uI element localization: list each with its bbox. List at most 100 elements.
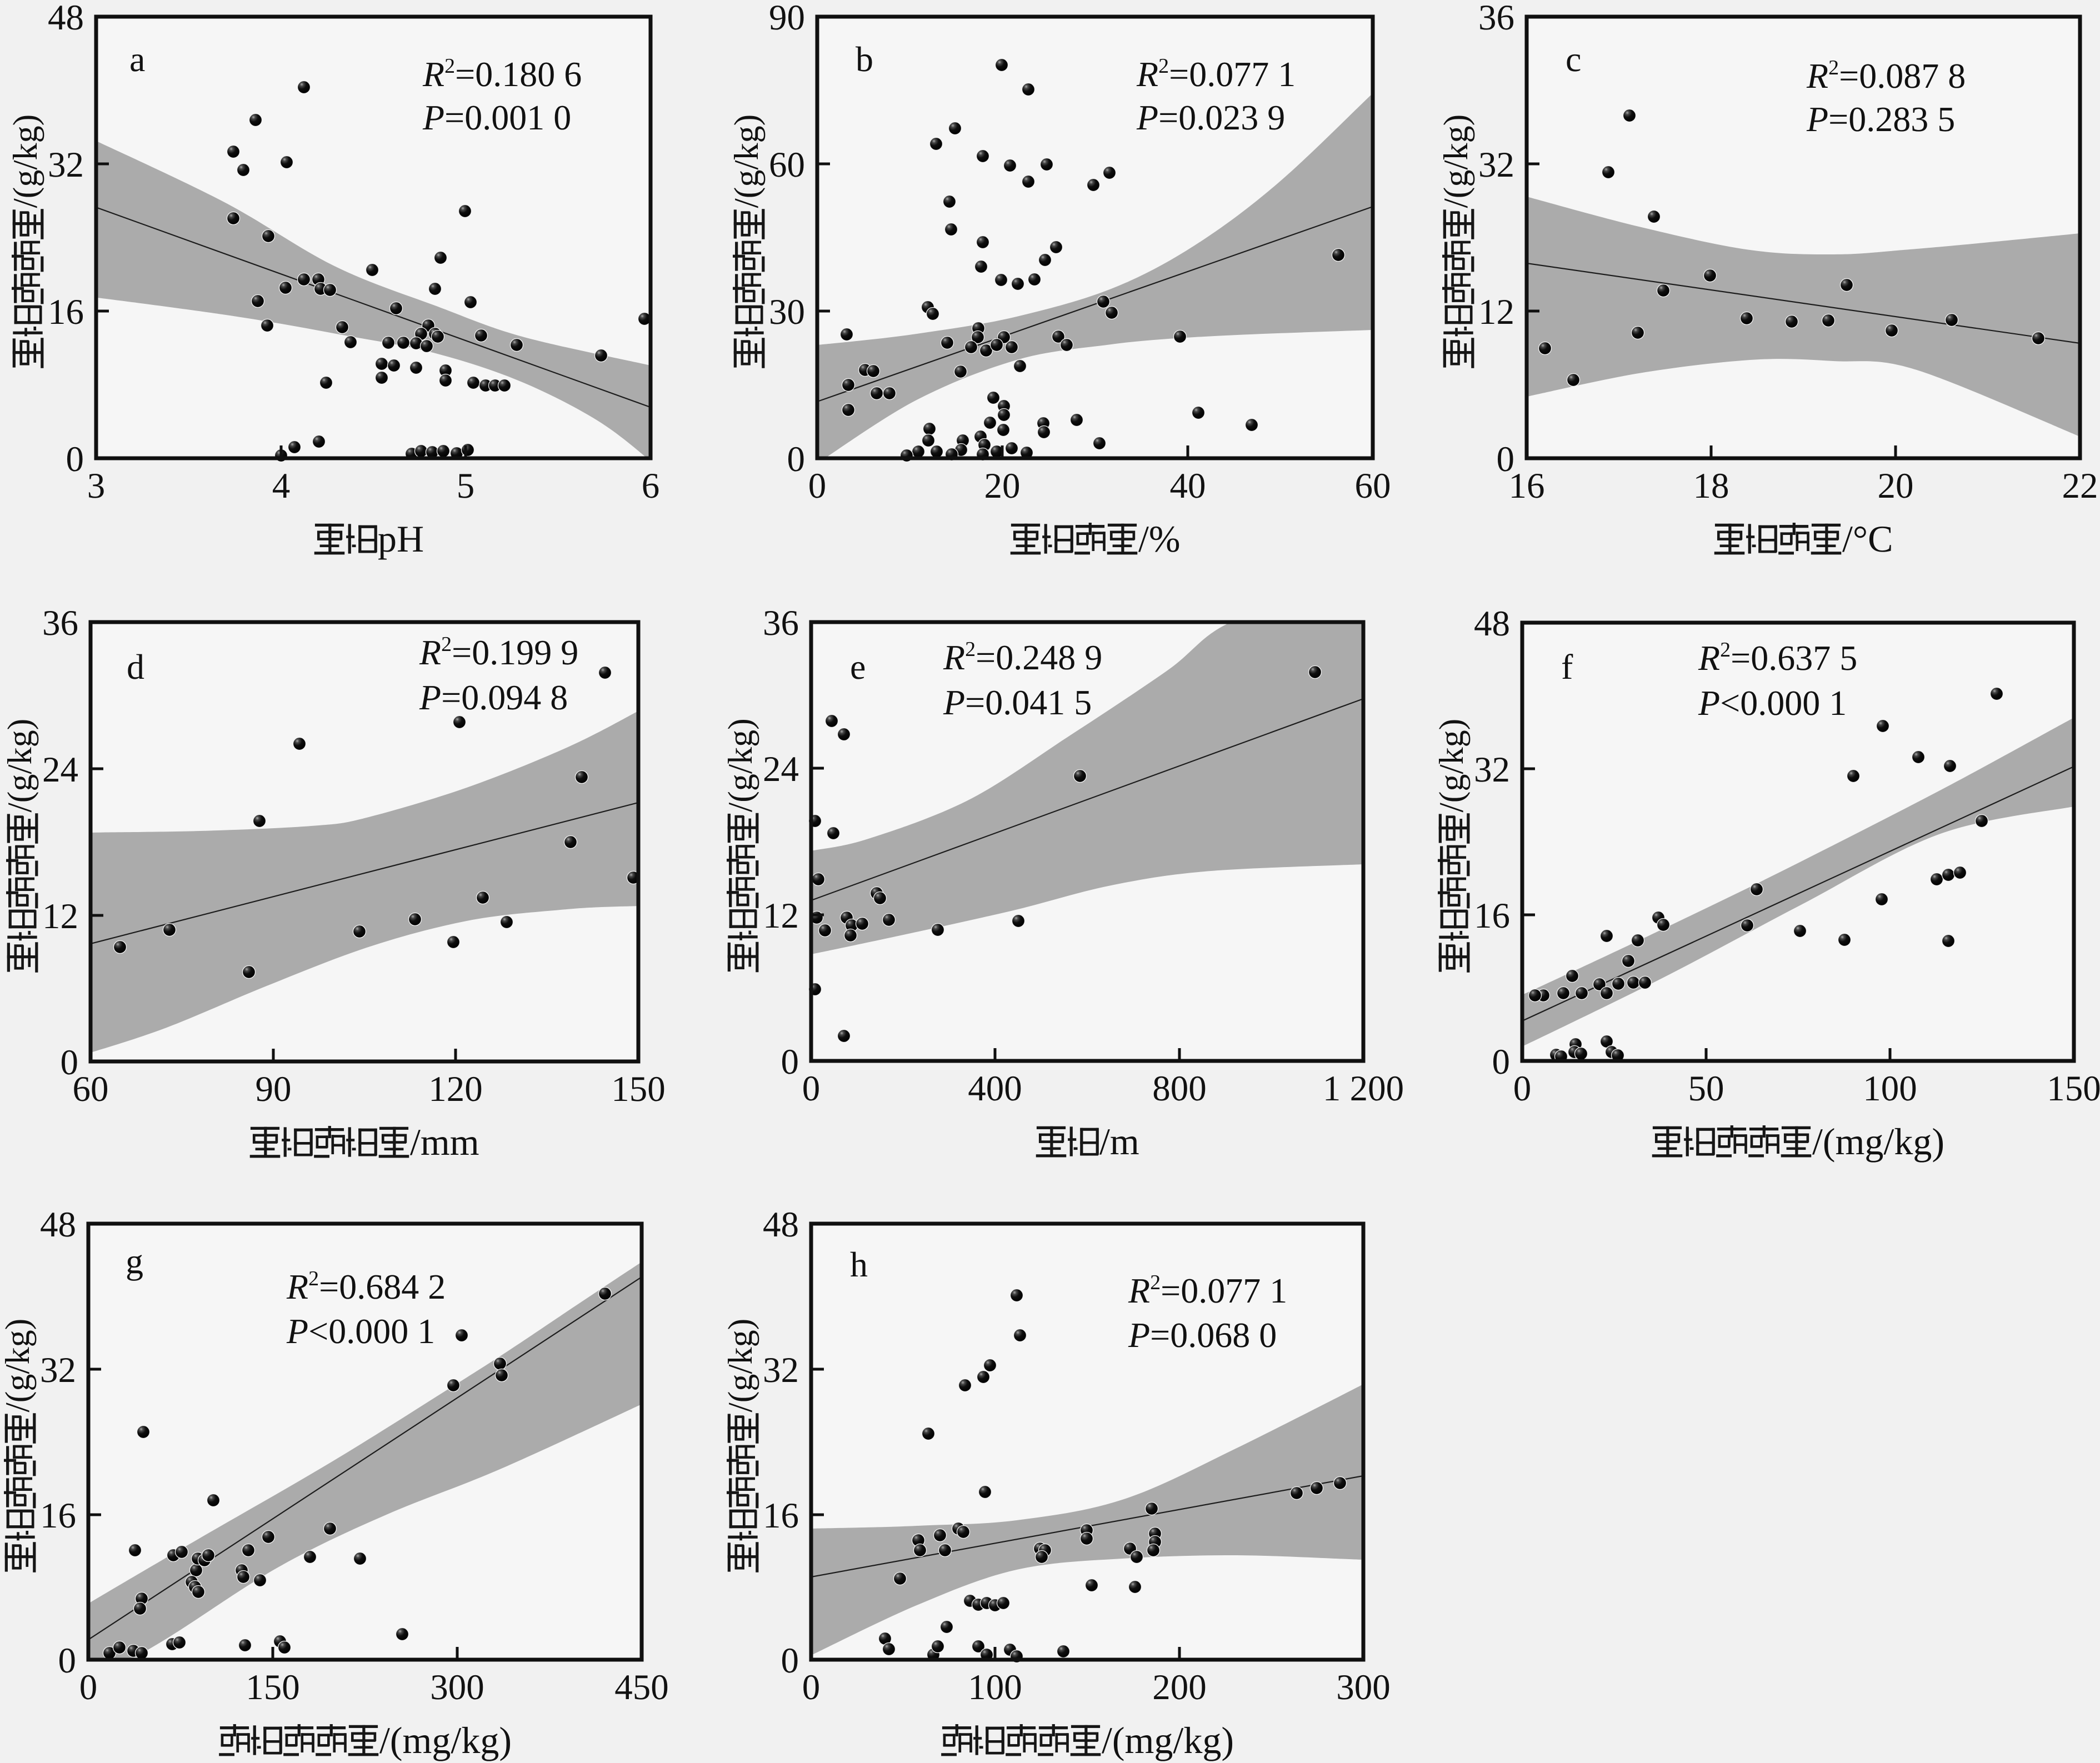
svg-text:300: 300 [430, 1667, 484, 1707]
svg-text:36: 36 [1478, 0, 1514, 38]
svg-text:90: 90 [256, 1069, 292, 1109]
svg-text:0: 0 [802, 1667, 821, 1707]
svg-text:/(mg/kg): /(mg/kg) [1102, 1719, 1234, 1761]
svg-text:20: 20 [1878, 466, 1914, 506]
svg-text:/(mg/kg): /(mg/kg) [1812, 1120, 1944, 1163]
svg-text:/(g/kg): /(g/kg) [728, 114, 766, 208]
svg-text:g: g [126, 1241, 143, 1281]
svg-text:R2=0.077 1: R2=0.077 1 [1136, 54, 1296, 94]
svg-text:48: 48 [48, 0, 84, 38]
svg-text:R2=0.180 6: R2=0.180 6 [422, 54, 582, 94]
svg-text:120: 120 [428, 1069, 483, 1109]
svg-text:0: 0 [781, 1042, 799, 1082]
svg-text:a: a [129, 39, 145, 79]
svg-text:P=0.001 0: P=0.001 0 [422, 98, 571, 137]
svg-text:50: 50 [1688, 1069, 1724, 1109]
svg-text:0: 0 [802, 1069, 821, 1109]
svg-text:P=0.068 0: P=0.068 0 [1128, 1315, 1277, 1355]
svg-text:150: 150 [2047, 1069, 2100, 1109]
svg-text:60: 60 [769, 145, 805, 185]
svg-text:P<0.000 1: P<0.000 1 [1698, 683, 1847, 723]
svg-text:P<0.000 1: P<0.000 1 [286, 1311, 435, 1351]
svg-text:/%: /% [1138, 518, 1181, 560]
svg-text:R2=0.077 1: R2=0.077 1 [1128, 1271, 1287, 1310]
svg-text:e: e [850, 647, 866, 687]
svg-text:P=0.041 5: P=0.041 5 [943, 683, 1092, 722]
svg-text:1 200: 1 200 [1323, 1069, 1404, 1109]
svg-text:/mm: /mm [410, 1121, 479, 1163]
svg-text:0: 0 [1492, 1042, 1511, 1082]
svg-text:20: 20 [984, 466, 1021, 506]
svg-text:16: 16 [40, 1496, 76, 1536]
svg-text:/°C: /°C [1842, 518, 1893, 560]
svg-text:pH: pH [378, 518, 424, 560]
svg-text:36: 36 [763, 603, 799, 643]
svg-text:12: 12 [763, 896, 799, 936]
svg-text:40: 40 [1170, 466, 1206, 506]
svg-text:30: 30 [769, 292, 805, 332]
svg-text:d: d [127, 647, 144, 687]
svg-text:16: 16 [48, 292, 84, 332]
svg-text:24: 24 [42, 750, 78, 790]
svg-text:60: 60 [1355, 466, 1391, 506]
svg-text:16: 16 [1474, 896, 1510, 936]
svg-text:0: 0 [79, 1667, 98, 1707]
svg-text:0: 0 [781, 1641, 799, 1681]
svg-text:48: 48 [1474, 604, 1510, 644]
svg-text:300: 300 [1336, 1667, 1391, 1707]
svg-text:f: f [1561, 647, 1573, 687]
svg-text:24: 24 [763, 749, 799, 789]
svg-text:150: 150 [246, 1667, 300, 1707]
svg-text:R2=0.248 9: R2=0.248 9 [943, 638, 1102, 677]
svg-text:/(g/kg): /(g/kg) [1437, 114, 1475, 208]
svg-text:R2=0.199 9: R2=0.199 9 [419, 633, 578, 672]
svg-text:200: 200 [1152, 1667, 1207, 1707]
svg-text:32: 32 [40, 1350, 76, 1390]
svg-text:48: 48 [763, 1205, 799, 1245]
svg-text:0: 0 [58, 1641, 77, 1681]
svg-text:90: 90 [769, 0, 805, 38]
svg-text:16: 16 [1509, 466, 1545, 506]
svg-text:P=0.283 5: P=0.283 5 [1806, 99, 1955, 139]
svg-text:12: 12 [42, 896, 78, 936]
svg-text:0: 0 [808, 466, 827, 506]
svg-text:400: 400 [968, 1069, 1022, 1109]
svg-text:P=0.023 9: P=0.023 9 [1136, 98, 1285, 137]
svg-text:R2=0.637 5: R2=0.637 5 [1698, 638, 1857, 678]
svg-text:0: 0 [66, 439, 84, 479]
svg-text:32: 32 [48, 145, 84, 185]
svg-text:18: 18 [1693, 466, 1729, 506]
svg-text:32: 32 [1474, 750, 1510, 790]
svg-text:22: 22 [2062, 466, 2098, 506]
svg-text:150: 150 [611, 1069, 666, 1109]
svg-text:/(g/kg): /(g/kg) [0, 1319, 37, 1413]
svg-text:R2=0.684 2: R2=0.684 2 [286, 1267, 446, 1306]
svg-text:12: 12 [1478, 292, 1514, 332]
svg-text:48: 48 [40, 1205, 76, 1245]
svg-text:4: 4 [272, 466, 291, 506]
svg-text:/(g/kg): /(g/kg) [722, 1319, 759, 1413]
svg-text:36: 36 [42, 603, 78, 643]
svg-text:/(mg/kg): /(mg/kg) [379, 1719, 512, 1761]
svg-text:R2=0.087 8: R2=0.087 8 [1806, 56, 1966, 96]
svg-text:16: 16 [763, 1496, 799, 1536]
svg-text:32: 32 [763, 1350, 799, 1390]
svg-text:5: 5 [457, 466, 475, 506]
svg-text:P=0.094 8: P=0.094 8 [419, 678, 568, 717]
svg-text:/(g/kg): /(g/kg) [1433, 719, 1471, 813]
svg-text:0: 0 [1513, 1069, 1532, 1109]
svg-text:60: 60 [73, 1069, 109, 1109]
svg-text:c: c [1566, 39, 1581, 79]
svg-text:/m: /m [1099, 1120, 1139, 1163]
svg-text:/(g/kg): /(g/kg) [7, 114, 44, 208]
svg-text:0: 0 [787, 439, 806, 479]
svg-text:/(g/kg): /(g/kg) [722, 718, 759, 812]
svg-text:0: 0 [61, 1043, 79, 1083]
svg-text:32: 32 [1478, 145, 1514, 185]
svg-text:800: 800 [1152, 1069, 1207, 1109]
svg-text:100: 100 [968, 1667, 1022, 1707]
svg-text:0: 0 [1497, 439, 1515, 479]
svg-text:b: b [856, 39, 873, 79]
svg-text:h: h [850, 1245, 868, 1284]
svg-text:/(g/kg): /(g/kg) [1, 719, 39, 813]
